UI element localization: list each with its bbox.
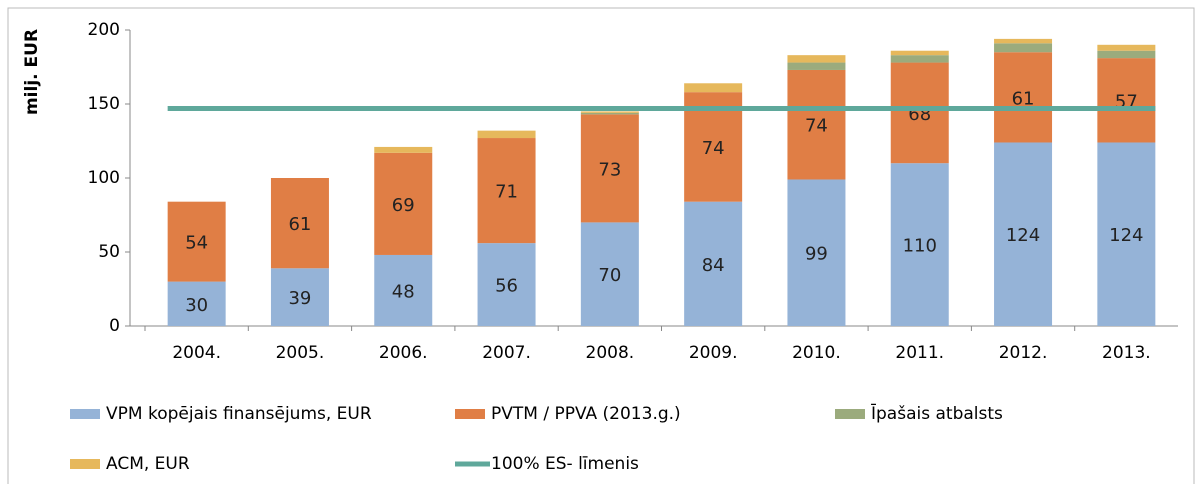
bar-segment <box>477 130 536 139</box>
legend-swatch <box>835 409 865 419</box>
x-tick-label: 2009. <box>689 343 738 363</box>
bar-segment <box>994 43 1053 53</box>
bar-segment <box>787 55 846 63</box>
legend-label: 100% ES- līmenis <box>491 454 639 474</box>
chart-frame <box>7 7 1195 484</box>
data-label: 71 <box>495 182 518 203</box>
bar-segment <box>374 254 433 326</box>
bar-segment <box>580 222 639 326</box>
x-tick-label: 2010. <box>792 343 841 363</box>
y-tick-label: 0 <box>109 316 120 336</box>
y-axis-label: milj. EUR <box>22 29 42 115</box>
legend-swatch <box>70 409 100 419</box>
x-tick-label: 2006. <box>379 343 428 363</box>
legend-swatch <box>455 409 485 419</box>
data-label: 70 <box>598 265 621 286</box>
legend-label: PVTM / PPVA (2013.g.) <box>491 404 681 424</box>
legend-swatch <box>70 459 100 469</box>
bar-segment <box>787 62 846 70</box>
legend-label: VPM kopējais finansējums, EUR <box>106 404 372 424</box>
data-label: 30 <box>185 295 208 316</box>
x-tick-label: 2011. <box>895 343 944 363</box>
bar-segment <box>270 268 329 326</box>
bar-segment <box>684 201 743 326</box>
data-label: 124 <box>1006 225 1040 246</box>
bar-segment <box>477 243 536 326</box>
bar-segment <box>167 201 226 282</box>
data-label: 74 <box>702 138 725 159</box>
bar-segment <box>167 281 226 326</box>
bar-segment <box>890 62 949 164</box>
data-label: 124 <box>1109 225 1143 246</box>
data-label: 74 <box>805 116 828 137</box>
data-label: 73 <box>598 159 621 180</box>
x-tick-label: 2004. <box>172 343 221 363</box>
bar-segment <box>994 142 1053 326</box>
bar-segment <box>580 111 639 113</box>
data-label: 61 <box>288 214 311 235</box>
data-label: 39 <box>288 288 311 309</box>
bar-segment <box>270 178 329 269</box>
bar-segment <box>477 138 536 244</box>
bar-segment <box>580 114 639 223</box>
bar-segment <box>1097 142 1156 326</box>
data-label: 61 <box>1012 88 1035 109</box>
bar-segment <box>994 52 1053 143</box>
bar-segment <box>1097 44 1156 51</box>
data-label: 84 <box>702 255 725 276</box>
y-tick-label: 200 <box>88 20 120 40</box>
data-label: 69 <box>392 195 415 216</box>
bar-segment <box>1097 58 1156 143</box>
y-tick-label: 50 <box>98 242 120 262</box>
x-tick-label: 2012. <box>999 343 1048 363</box>
data-label: 54 <box>185 233 208 254</box>
x-tick-label: 2013. <box>1102 343 1151 363</box>
data-label: 99 <box>805 244 828 265</box>
x-tick-label: 2007. <box>482 343 531 363</box>
bar-segment <box>374 152 433 255</box>
bar-segment <box>580 112 639 115</box>
legend-label: ACM, EUR <box>106 454 190 474</box>
bar-segment <box>890 163 949 326</box>
bar-segment <box>787 69 846 180</box>
bar-segment <box>787 179 846 326</box>
y-tick-label: 100 <box>88 168 120 188</box>
bar-segment <box>684 83 743 93</box>
bar-segment <box>374 146 433 153</box>
bar-segment <box>994 38 1053 44</box>
bar-segment <box>890 55 949 63</box>
data-label: 56 <box>495 276 518 297</box>
bar-segment <box>890 50 949 56</box>
x-tick-label: 2008. <box>586 343 635 363</box>
legend-label: Īpašais atbalsts <box>871 402 1003 424</box>
x-tick-label: 2005. <box>276 343 325 363</box>
bar-segment <box>1097 50 1156 59</box>
data-label: 110 <box>903 236 937 257</box>
data-label: 48 <box>392 281 415 302</box>
y-tick-label: 150 <box>88 94 120 114</box>
